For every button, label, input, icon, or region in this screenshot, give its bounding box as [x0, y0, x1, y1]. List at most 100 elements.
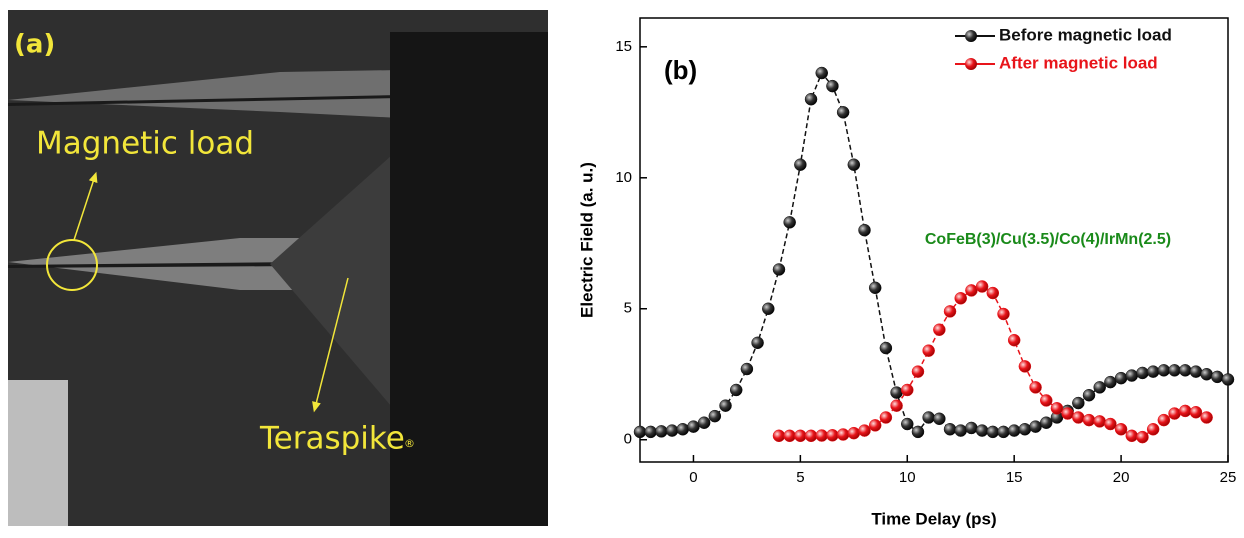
data-point — [868, 281, 882, 295]
plot-frame — [639, 17, 1229, 463]
data-point — [1178, 404, 1192, 418]
data-point — [794, 158, 807, 171]
data-point — [1104, 375, 1117, 389]
data-point — [997, 425, 1010, 439]
data-point — [954, 292, 967, 305]
data-point — [1040, 416, 1053, 429]
data-point — [1125, 369, 1139, 382]
cone — [270, 130, 420, 440]
data-point — [1104, 417, 1117, 431]
legend-marker — [965, 30, 977, 42]
data-point — [868, 419, 882, 432]
data-point — [943, 423, 957, 436]
data-point — [804, 92, 818, 106]
data-point — [719, 399, 732, 412]
data-point — [1157, 364, 1171, 377]
data-point — [879, 411, 893, 424]
data-point — [740, 362, 754, 376]
data-point — [1082, 413, 1096, 427]
data-point — [986, 425, 1000, 439]
arrow — [73, 171, 98, 241]
data-point — [772, 429, 786, 443]
data-point — [665, 424, 679, 437]
data-point — [965, 284, 978, 297]
data-point — [1040, 394, 1053, 407]
data-point — [879, 341, 893, 355]
data-point — [975, 424, 989, 437]
data-point — [826, 79, 839, 93]
data-point — [933, 323, 946, 336]
data-point — [1072, 396, 1085, 410]
data-point — [708, 409, 722, 423]
data-point — [858, 223, 871, 237]
data-point — [858, 424, 871, 437]
data-point — [1007, 333, 1021, 347]
data-point — [911, 365, 925, 378]
data-point — [933, 412, 946, 426]
data-point — [922, 411, 935, 424]
data-point — [697, 416, 711, 429]
data-point — [1157, 413, 1171, 427]
annotation: Magnetic load — [36, 126, 254, 162]
data-point — [1125, 429, 1139, 443]
legend-label: Before magnetic load — [999, 25, 1172, 44]
x-tick-label: 15 — [1006, 469, 1023, 486]
series-line — [778, 285, 1207, 438]
data-point — [1211, 370, 1224, 384]
data-point — [1093, 415, 1106, 428]
data-point — [1189, 405, 1203, 419]
y-tick-label: 15 — [615, 38, 632, 55]
annotation: Teraspike — [259, 421, 405, 457]
data-point — [783, 216, 796, 229]
data-point — [1029, 420, 1042, 433]
data-point — [655, 425, 668, 438]
data-point — [1114, 423, 1128, 436]
data-point — [975, 280, 989, 293]
data-point — [901, 383, 914, 397]
data-point — [633, 425, 647, 439]
data-point — [1050, 402, 1064, 415]
data-point — [762, 302, 775, 316]
data-point — [1146, 423, 1160, 436]
legend-marker — [965, 58, 977, 70]
x-tick-label: 5 — [796, 469, 804, 486]
x-axis-label: Time Delay (ps) — [871, 509, 996, 528]
x-tick-label: 10 — [899, 469, 916, 486]
corner-object — [8, 380, 68, 526]
data-point — [1189, 365, 1203, 378]
panel-label: (a) — [14, 30, 55, 60]
photo-panel: (a) Magnetic load Teraspike ® — [8, 10, 548, 526]
data-point — [794, 429, 807, 443]
data-point — [1168, 364, 1181, 377]
y-tick-label: 0 — [624, 431, 632, 448]
data-point — [804, 429, 818, 443]
data-point — [815, 429, 828, 442]
data-point — [783, 429, 796, 443]
data-point — [943, 305, 957, 318]
data-point — [1114, 371, 1128, 385]
x-tick-label: 20 — [1113, 469, 1130, 486]
data-point — [1200, 411, 1213, 424]
probe-upper — [8, 70, 400, 118]
data-point — [836, 428, 850, 441]
x-tick-label: 25 — [1220, 469, 1237, 486]
data-point — [644, 425, 657, 439]
data-point — [1072, 411, 1085, 424]
data-point — [954, 424, 967, 437]
data-point — [826, 429, 839, 442]
data-point — [729, 383, 743, 397]
data-point — [1178, 364, 1192, 377]
data-point — [1018, 360, 1032, 373]
data-point — [1168, 407, 1181, 420]
data-point — [997, 307, 1010, 321]
data-point — [1018, 423, 1032, 436]
data-point — [1221, 373, 1235, 386]
data-point — [836, 106, 850, 119]
data-point — [911, 425, 925, 439]
data-point — [1093, 381, 1106, 394]
annotation: CoFeB(3)/Cu(3.5)/Co(4)/IrMn(2.5) — [925, 231, 1171, 248]
data-point — [687, 420, 700, 433]
data-point — [1136, 430, 1149, 444]
data-point — [1200, 367, 1213, 381]
data-point — [986, 286, 1000, 300]
